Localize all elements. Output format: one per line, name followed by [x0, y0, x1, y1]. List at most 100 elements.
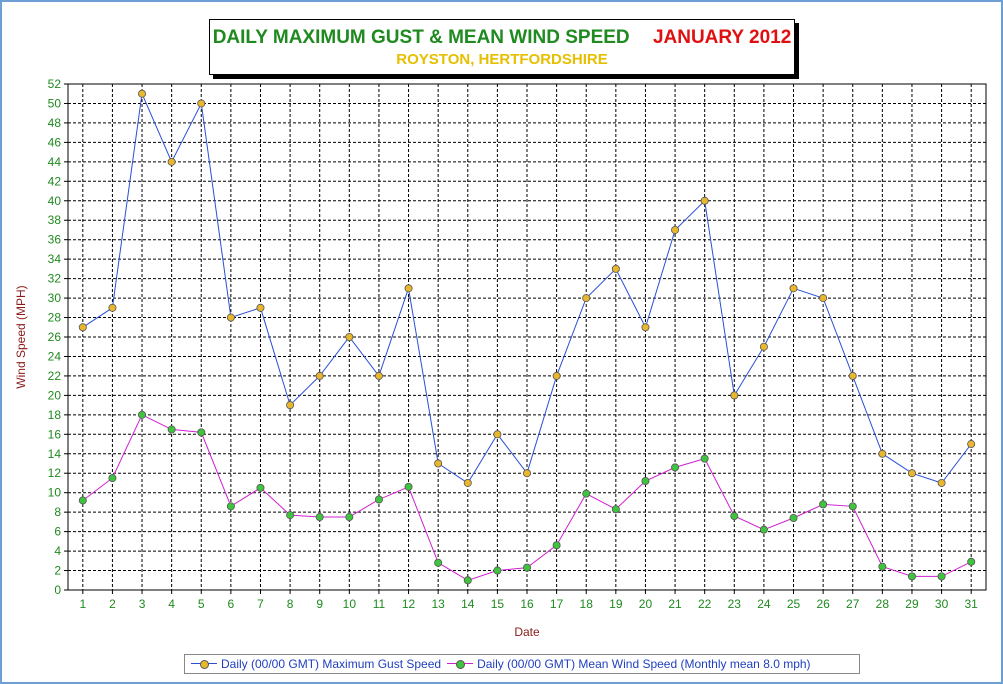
x-tick-label: 21: [668, 597, 682, 611]
y-tick-label: 24: [48, 349, 62, 363]
mean-point: [730, 512, 739, 521]
y-tick-label: 36: [48, 233, 62, 247]
legend-label-gust: Daily (00/00 GMT) Maximum Gust Speed: [221, 657, 442, 671]
plot-border: [67, 83, 987, 591]
legend-label-mean: Daily (00/00 GMT) Mean Wind Speed (Month…: [477, 657, 811, 671]
x-tick-label: 7: [257, 597, 264, 611]
gust-point: [138, 89, 147, 98]
gust-point: [167, 157, 176, 166]
legend-swatch-gust: [191, 658, 217, 670]
gust-point: [374, 371, 383, 380]
x-tick-label: 18: [580, 597, 594, 611]
x-tick-label: 13: [431, 597, 445, 611]
y-tick-label: 50: [48, 96, 62, 110]
gust-point: [286, 401, 295, 410]
mean-point: [848, 502, 857, 511]
mean-point: [878, 562, 887, 571]
mean-point: [463, 576, 472, 585]
y-tick-label: 28: [48, 311, 62, 325]
y-axis-label: Wind Speed (MPH): [14, 285, 28, 388]
gust-point: [434, 459, 443, 468]
y-tick-label: 18: [48, 408, 62, 422]
gust-point: [78, 323, 87, 332]
gust-point: [226, 313, 235, 322]
x-axis-label: Date: [514, 625, 540, 639]
mean-point: [967, 557, 976, 566]
x-tick-label: 23: [728, 597, 742, 611]
x-tick-label: 19: [609, 597, 623, 611]
y-tick-label: 26: [48, 330, 62, 344]
x-tick-label: 12: [402, 597, 416, 611]
chart-title: DAILY MAXIMUM GUST & MEAN WIND SPEED: [212, 27, 630, 48]
y-tick-label: 40: [48, 194, 62, 208]
y-tick-label: 34: [48, 252, 62, 266]
x-tick-label: 20: [639, 597, 653, 611]
gust-point: [907, 469, 916, 478]
y-tick-label: 44: [48, 155, 62, 169]
x-tick-label: 2: [109, 597, 116, 611]
gust-point: [878, 449, 887, 458]
x-tick-label: 10: [343, 597, 357, 611]
chart-title-month: JANUARY 2012: [652, 27, 792, 48]
y-tick-label: 20: [48, 388, 62, 402]
x-tick-label: 30: [935, 597, 949, 611]
gust-point: [789, 284, 798, 293]
y-tick-label: 46: [48, 135, 62, 149]
mean-point: [256, 483, 265, 492]
mean-point: [434, 558, 443, 567]
x-tick-label: 16: [520, 597, 534, 611]
title-box: DAILY MAXIMUM GUST & MEAN WIND SPEED JAN…: [209, 19, 795, 75]
y-tick-label: 0: [54, 583, 61, 597]
gust-point: [463, 478, 472, 487]
mean-point: [226, 502, 235, 511]
y-tick-label: 38: [48, 213, 62, 227]
y-tick-label: 12: [48, 466, 62, 480]
mean-point: [374, 495, 383, 504]
x-tick-label: 5: [198, 597, 205, 611]
x-tick-label: 26: [816, 597, 830, 611]
gust-point: [641, 323, 650, 332]
mean-point: [108, 474, 117, 483]
x-tick-label: 17: [550, 597, 564, 611]
gust-point: [523, 469, 532, 478]
mean-point: [167, 425, 176, 434]
mean-point: [582, 489, 591, 498]
y-tick-label: 48: [48, 116, 62, 130]
gust-point: [967, 440, 976, 449]
x-tick-label: 11: [373, 597, 386, 611]
mean-point: [493, 566, 502, 575]
gust-point: [848, 371, 857, 380]
mean-point: [641, 477, 650, 486]
legend: Daily (00/00 GMT) Maximum Gust Speed Dai…: [184, 654, 860, 674]
y-tick-label: 4: [54, 544, 61, 558]
mean-point: [523, 563, 532, 572]
x-tick-label: 1: [79, 597, 86, 611]
y-tick-label: 42: [48, 174, 62, 188]
mean-point: [552, 541, 561, 550]
x-tick-label: 27: [846, 597, 860, 611]
y-tick-label: 52: [48, 77, 62, 91]
gust-point: [493, 430, 502, 439]
gust-point: [671, 225, 680, 234]
x-tick-label: 22: [698, 597, 712, 611]
gust-point: [819, 294, 828, 303]
gust-point: [937, 478, 946, 487]
mean-point: [700, 454, 709, 463]
chart-subtitle: ROYSTON, HERTFORDSHIRE: [396, 51, 608, 68]
gust-point: [345, 332, 354, 341]
x-tick-label: 15: [491, 597, 505, 611]
x-tick-label: 6: [228, 597, 235, 611]
mean-point: [138, 410, 147, 419]
x-tick-label: 9: [316, 597, 323, 611]
legend-swatch-mean: [447, 658, 474, 670]
x-tick-label: 31: [965, 597, 979, 611]
gust-point: [256, 303, 265, 312]
x-tick-label: 8: [287, 597, 294, 611]
mean-point: [404, 482, 413, 491]
title-line: DAILY MAXIMUM GUST & MEAN WIND SPEED JAN…: [210, 27, 794, 49]
x-tick-label: 28: [876, 597, 890, 611]
x-tick-label: 14: [461, 597, 475, 611]
mean-point: [611, 505, 620, 514]
x-tick-label: 3: [139, 597, 146, 611]
